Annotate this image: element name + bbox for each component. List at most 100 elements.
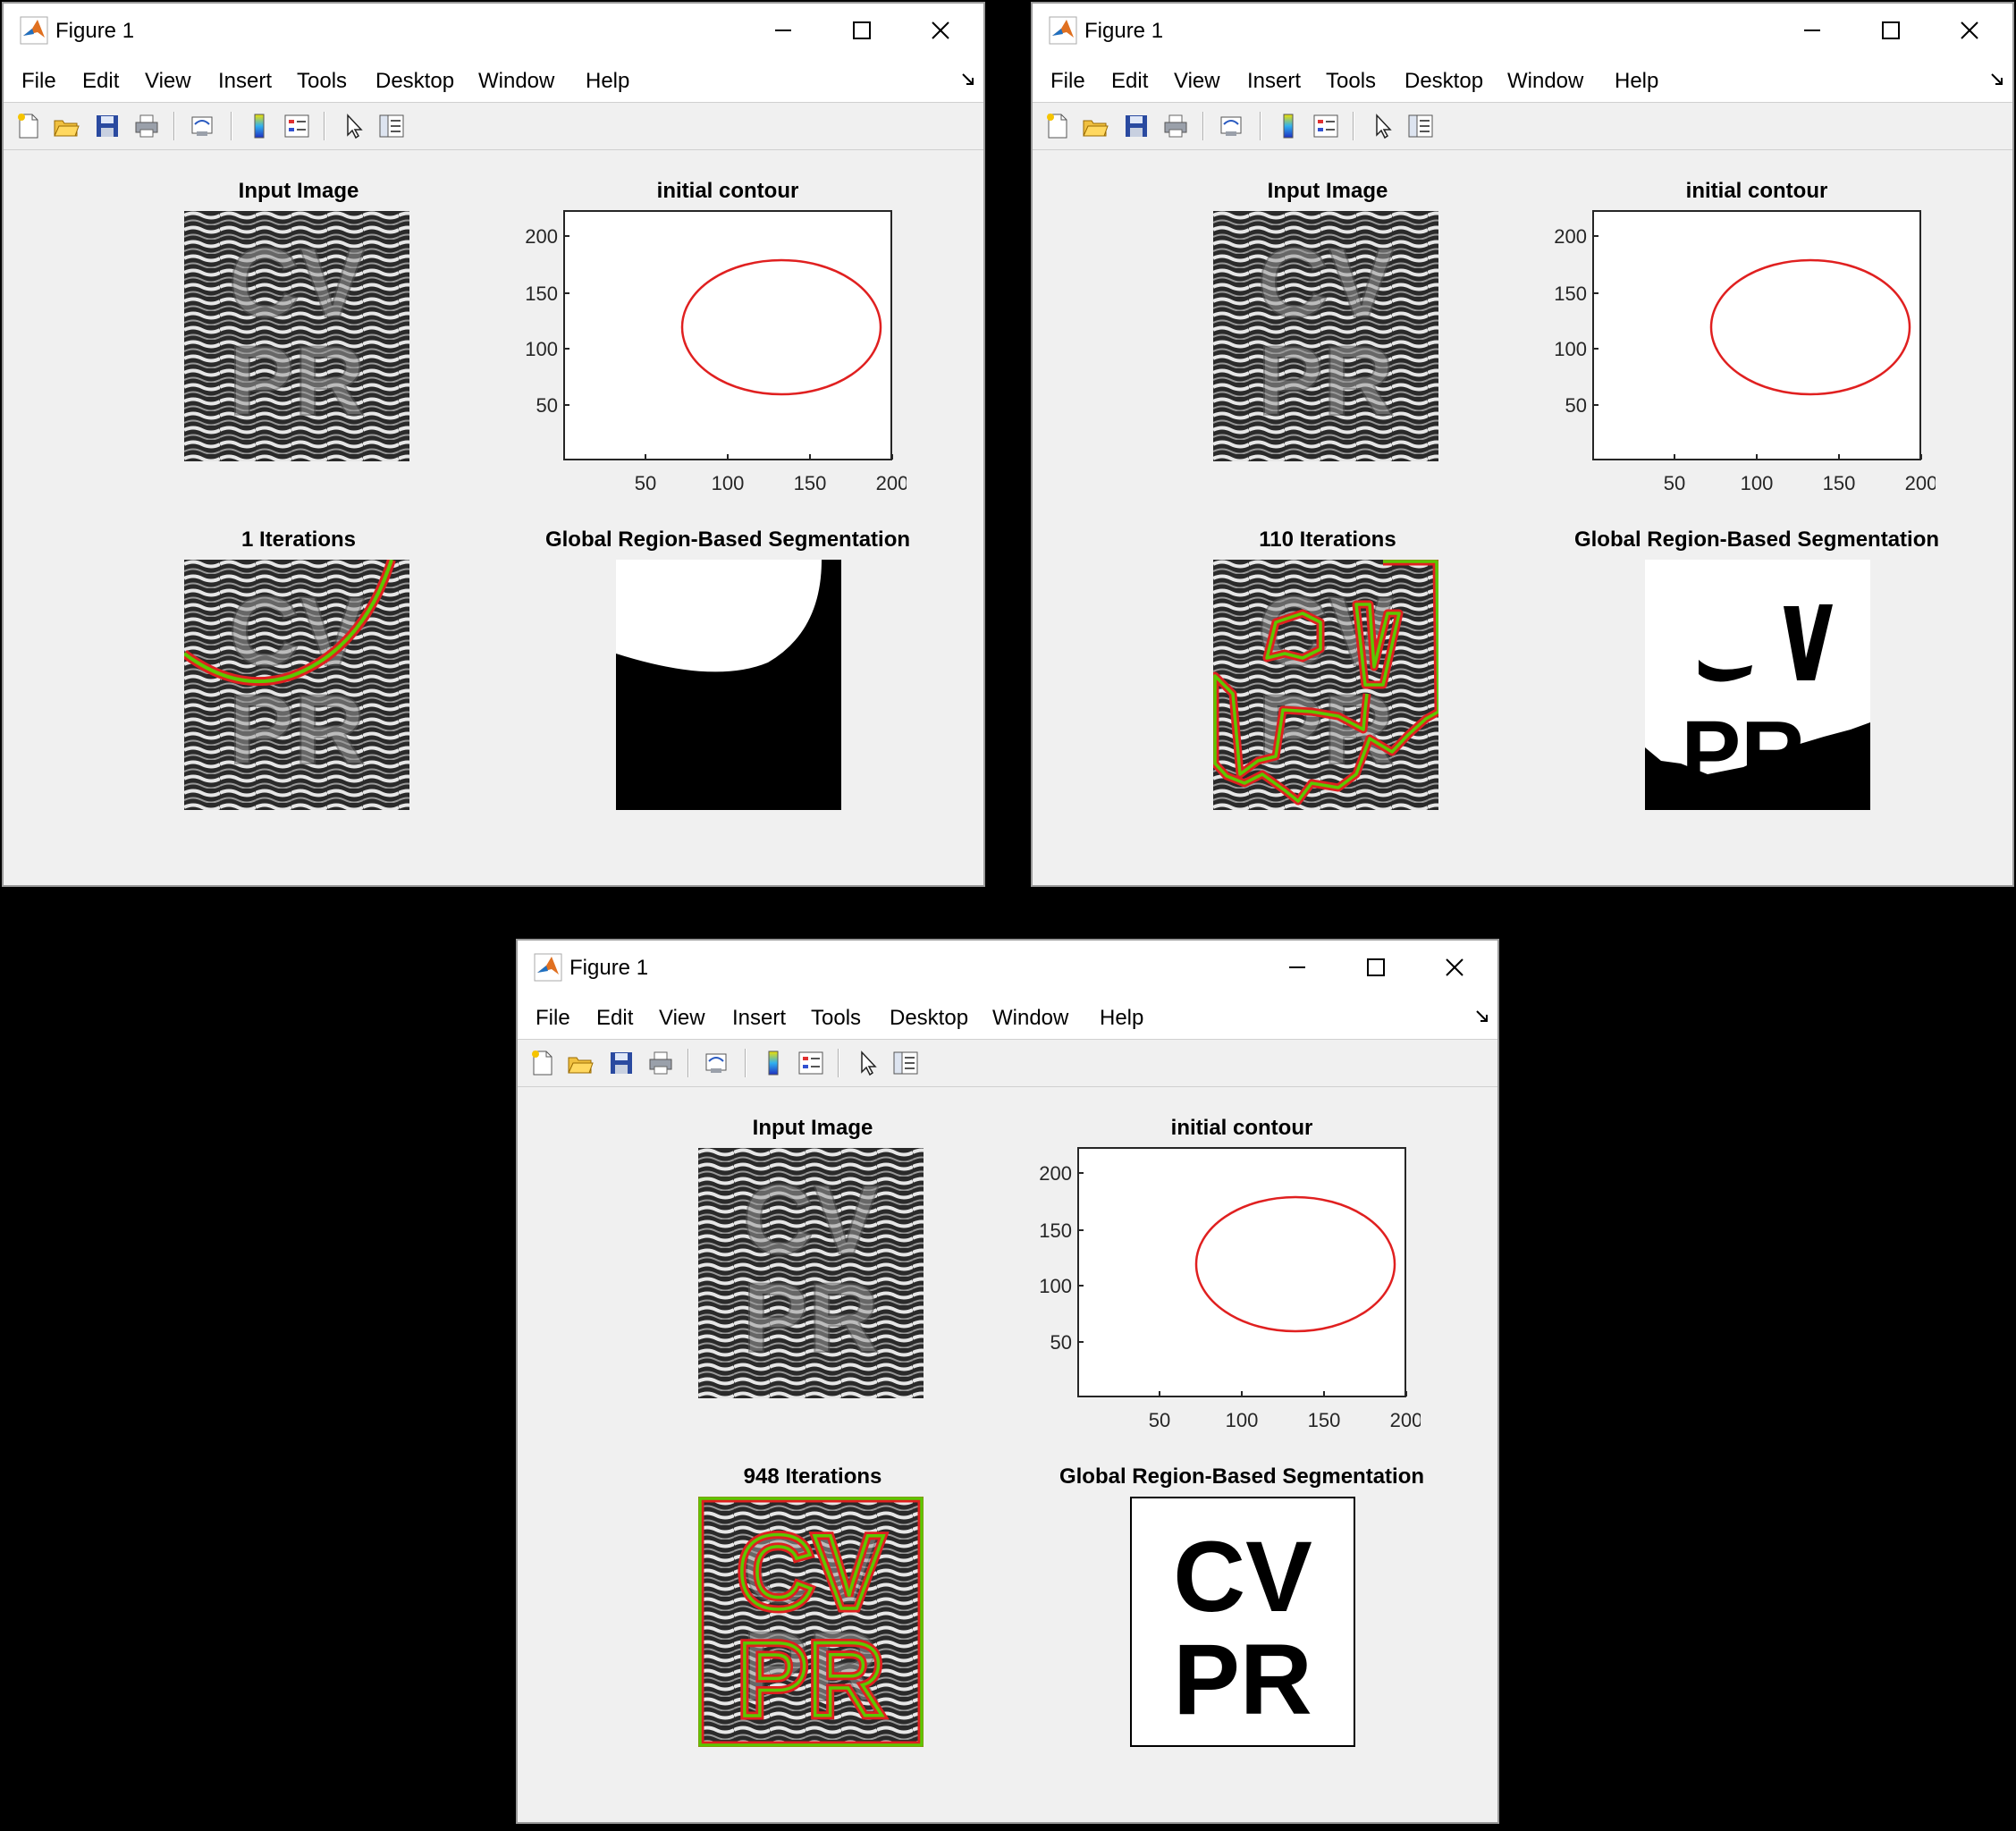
iterations-title: 1 Iterations bbox=[240, 527, 357, 552]
image-letters-bottom: PR bbox=[229, 675, 366, 785]
menu-tools[interactable]: Tools bbox=[1326, 69, 1377, 93]
menu-help[interactable]: Help bbox=[1615, 69, 1659, 93]
edit-plot-pointer-button[interactable] bbox=[1369, 112, 1397, 140]
close-button[interactable] bbox=[1415, 941, 1494, 994]
toolbar-separator bbox=[838, 1049, 839, 1077]
print-button[interactable] bbox=[646, 1049, 675, 1077]
menu-edit[interactable]: Edit bbox=[596, 1006, 634, 1030]
dock-arrow-icon[interactable] bbox=[1476, 1010, 1489, 1023]
menu-edit[interactable]: Edit bbox=[82, 69, 120, 93]
toolbar-separator bbox=[745, 1049, 747, 1077]
svg-text:CV: CV bbox=[738, 1514, 884, 1632]
y-tick-label: 200 bbox=[1554, 225, 1587, 248]
minimize-button[interactable] bbox=[1258, 941, 1337, 994]
maximize-button[interactable] bbox=[822, 4, 901, 57]
dock-arrow-icon[interactable] bbox=[962, 73, 974, 86]
toolbar-separator bbox=[173, 112, 175, 140]
minimize-button[interactable] bbox=[744, 4, 822, 57]
menu-file[interactable]: File bbox=[1050, 69, 1085, 93]
x-tick-label: 200 bbox=[1905, 472, 1936, 494]
toolbar-separator bbox=[324, 112, 325, 140]
menu-view[interactable]: View bbox=[1174, 69, 1220, 93]
show-plot-tools-button[interactable] bbox=[1406, 112, 1435, 140]
title-bar[interactable]: Figure 1 bbox=[1033, 4, 2012, 57]
insert-colorbar-button[interactable] bbox=[1274, 112, 1303, 140]
menu-bar: File Edit View Insert Tools Desktop Window Help bbox=[1033, 57, 2012, 102]
close-button[interactable] bbox=[1930, 4, 2009, 57]
print-button[interactable] bbox=[1161, 112, 1190, 140]
image-letters-bottom: PR bbox=[1258, 326, 1395, 436]
save-button[interactable] bbox=[607, 1049, 636, 1077]
maximize-button[interactable] bbox=[1337, 941, 1415, 994]
menu-tools[interactable]: Tools bbox=[297, 69, 348, 93]
menu-edit[interactable]: Edit bbox=[1111, 69, 1149, 93]
minimize-button[interactable] bbox=[1773, 4, 1852, 57]
y-tick-label: 150 bbox=[1554, 283, 1587, 305]
y-tick-label: 100 bbox=[1554, 338, 1587, 360]
new-figure-button[interactable] bbox=[14, 112, 43, 140]
menu-file[interactable]: File bbox=[21, 69, 56, 93]
menu-help[interactable]: Help bbox=[1100, 1006, 1144, 1030]
close-button[interactable] bbox=[901, 4, 980, 57]
open-file-button[interactable] bbox=[566, 1049, 595, 1077]
figure-window: Figure 1 File Edit View Insert Tools Desktop Wi… bbox=[1031, 2, 2014, 887]
insert-legend-button[interactable] bbox=[1312, 112, 1340, 140]
insert-legend-button[interactable] bbox=[797, 1049, 825, 1077]
open-file-button[interactable] bbox=[52, 112, 80, 140]
y-tick-label: 150 bbox=[525, 283, 558, 305]
x-tick-label: 200 bbox=[1390, 1409, 1421, 1431]
matlab-logo-icon bbox=[1049, 16, 1077, 45]
image-letters-bottom: PR bbox=[743, 1263, 880, 1373]
link-plot-button[interactable] bbox=[702, 1049, 730, 1077]
menu-desktop[interactable]: Desktop bbox=[890, 1006, 969, 1030]
initial-contour-ellipse bbox=[1194, 1195, 1396, 1333]
x-tick-label: 150 bbox=[1308, 1409, 1341, 1431]
svg-text:CV: CV bbox=[738, 1514, 884, 1632]
segmentation-image bbox=[616, 560, 841, 810]
save-button[interactable] bbox=[1122, 112, 1151, 140]
insert-colorbar-button[interactable] bbox=[759, 1049, 788, 1077]
menu-desktop[interactable]: Desktop bbox=[1404, 69, 1484, 93]
insert-colorbar-button[interactable] bbox=[245, 112, 274, 140]
initial-contour-ellipse bbox=[680, 258, 882, 396]
menu-window[interactable]: Window bbox=[1507, 69, 1584, 93]
insert-legend-button[interactable] bbox=[283, 112, 311, 140]
menu-view[interactable]: View bbox=[145, 69, 191, 93]
menu-window[interactable]: Window bbox=[992, 1006, 1069, 1030]
new-figure-button[interactable] bbox=[1043, 112, 1072, 140]
input-image-title: Input Image bbox=[752, 1116, 873, 1140]
edit-plot-pointer-button[interactable] bbox=[340, 112, 368, 140]
show-plot-tools-button[interactable] bbox=[891, 1049, 920, 1077]
open-file-button[interactable] bbox=[1081, 112, 1109, 140]
initial-contour-axes: 200 150 100 50 50 100 150 200 bbox=[1554, 210, 1936, 494]
menu-help[interactable]: Help bbox=[586, 69, 630, 93]
maximize-button[interactable] bbox=[1852, 4, 1930, 57]
title-bar[interactable]: Figure 1 bbox=[518, 941, 1497, 994]
input-image-title: Input Image bbox=[238, 179, 359, 203]
menu-file[interactable]: File bbox=[536, 1006, 570, 1030]
print-button[interactable] bbox=[132, 112, 161, 140]
window-title: Figure 1 bbox=[1084, 19, 1164, 43]
edit-plot-pointer-button[interactable] bbox=[854, 1049, 882, 1077]
save-button[interactable] bbox=[93, 112, 122, 140]
segmented-region bbox=[616, 560, 822, 672]
menu-insert[interactable]: Insert bbox=[218, 69, 273, 93]
link-plot-button[interactable] bbox=[188, 112, 216, 140]
menu-view[interactable]: View bbox=[659, 1006, 705, 1030]
segmentation-title: Global Region-Based Segmentation bbox=[544, 527, 911, 552]
menu-desktop[interactable]: Desktop bbox=[375, 69, 455, 93]
menu-tools[interactable]: Tools bbox=[811, 1006, 862, 1030]
menu-insert[interactable]: Insert bbox=[1247, 69, 1302, 93]
y-tick-label: 50 bbox=[536, 394, 558, 417]
dock-arrow-icon[interactable] bbox=[1991, 73, 2003, 86]
x-tick-label: 100 bbox=[1226, 1409, 1259, 1431]
new-figure-button[interactable] bbox=[528, 1049, 557, 1077]
show-plot-tools-button[interactable] bbox=[377, 112, 406, 140]
menu-window[interactable]: Window bbox=[478, 69, 555, 93]
menu-insert[interactable]: Insert bbox=[732, 1006, 787, 1030]
link-plot-button[interactable] bbox=[1217, 112, 1245, 140]
iterations-title: 948 Iterations bbox=[743, 1464, 882, 1489]
svg-text:CV: CV bbox=[1173, 1521, 1312, 1633]
title-bar[interactable]: Figure 1 bbox=[4, 4, 983, 57]
